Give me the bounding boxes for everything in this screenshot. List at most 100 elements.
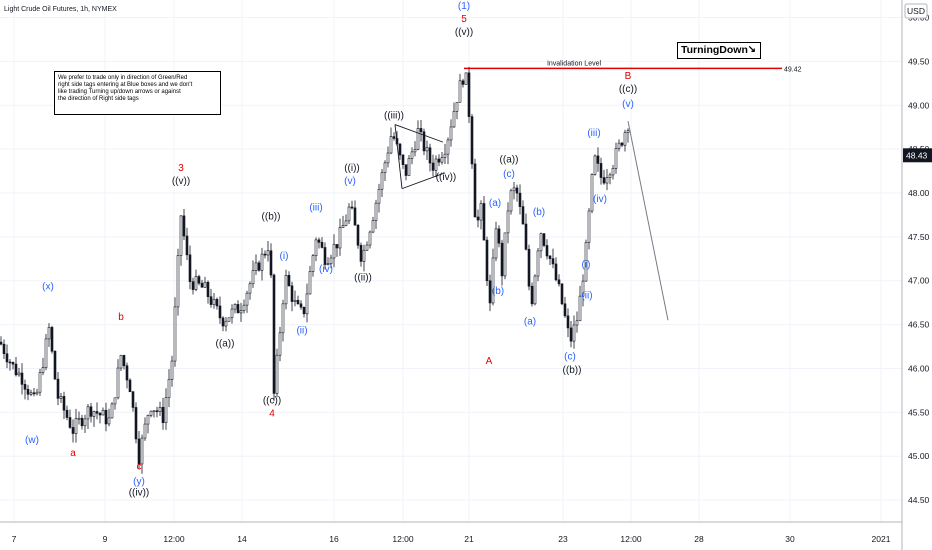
candle-body [230, 308, 234, 319]
x-tick-label: 14 [237, 534, 247, 544]
note-line: the direction of Right side tags [58, 96, 139, 102]
candle-body [311, 255, 315, 272]
candle-body [392, 136, 396, 139]
wave-label: (a) [489, 198, 501, 209]
candle-body [8, 361, 12, 364]
candle-body [149, 410, 153, 416]
candle-body [290, 285, 294, 302]
candle-body [437, 158, 441, 163]
x-tick-label: 12:00 [392, 534, 414, 544]
wave-label: (a) [524, 317, 536, 328]
candle-body [65, 409, 69, 418]
x-tick-label: 28 [694, 534, 704, 544]
candle-body [164, 397, 168, 424]
candle-body [5, 353, 9, 363]
candle-body [224, 320, 228, 327]
candle-body [494, 228, 498, 259]
candle-body [206, 281, 210, 297]
candle-body [107, 417, 111, 425]
x-tick-label: 12:00 [163, 534, 185, 544]
candle-body [551, 258, 555, 265]
currency-box[interactable] [904, 3, 928, 19]
candle-body [305, 293, 309, 315]
candle-body [518, 192, 522, 207]
triangle-upper-line [394, 124, 444, 143]
wave-label: (iii) [309, 203, 322, 214]
wave-label: (c) [564, 352, 576, 363]
candle-body [104, 409, 108, 425]
currency-label: USD [907, 6, 925, 16]
candle-body [593, 155, 597, 175]
candle-body [344, 220, 348, 226]
candle-body [596, 155, 600, 164]
wave-label: ((c)) [263, 396, 281, 407]
candle-body [95, 411, 99, 414]
candle-body [407, 158, 411, 176]
candle-body [521, 206, 525, 225]
wave-label: (iv) [319, 264, 333, 275]
candle-body [35, 391, 39, 395]
wave-label: (1) [458, 1, 470, 12]
wave-label: ((iii)) [384, 110, 404, 121]
candle-body [239, 310, 243, 314]
x-tick-label: 9 [103, 534, 108, 544]
candle-body [506, 210, 510, 234]
candle-body [515, 187, 519, 194]
candle-body [113, 397, 117, 405]
last-price-label: 48.43 [906, 150, 928, 160]
candle-body [122, 355, 126, 367]
candle-body [488, 280, 492, 304]
candle-body [266, 250, 270, 256]
price-axis[interactable]: 50.0049.5049.0048.5048.0047.5047.0046.50… [901, 0, 932, 550]
candle-body [92, 411, 96, 417]
candle-body [365, 244, 369, 251]
candle-body [545, 245, 549, 257]
candle-body [443, 153, 447, 158]
y-tick-label: 45.00 [908, 451, 930, 461]
x-tick-label: 2021 [872, 534, 891, 544]
candle-body [554, 263, 558, 281]
candle-body [260, 253, 264, 271]
candle-body [440, 157, 444, 163]
candle-body [332, 244, 336, 259]
time-axis[interactable]: 7 9 12:00 14 16 12:00 21 23 12:00 28 30 2021 [0, 521, 902, 544]
candle-body [482, 203, 486, 241]
triangle-left-line [394, 124, 403, 189]
candle-body [137, 438, 141, 465]
y-tick-label: 46.00 [908, 363, 930, 373]
candle-body [227, 317, 231, 322]
x-tick-label: 7 [12, 534, 17, 544]
candle-body [80, 417, 84, 427]
candle-body [188, 254, 192, 282]
candle-body [581, 280, 585, 297]
wave-label: (i) [280, 251, 289, 262]
candle-body [335, 244, 339, 249]
wave-label: c [137, 461, 142, 472]
candle-body [575, 320, 579, 326]
candle-body [539, 233, 543, 252]
candle-body [461, 80, 465, 85]
candle-body [236, 304, 240, 314]
last-price-box [903, 148, 932, 163]
candle-body [17, 372, 21, 376]
candle-body [221, 317, 225, 327]
candle-body [71, 427, 75, 434]
candle-body [587, 210, 591, 243]
candle-body [323, 247, 327, 265]
candle-body [530, 285, 534, 305]
y-tick-label: 47.00 [908, 276, 930, 286]
candle-body [134, 407, 138, 440]
projection-line[interactable] [627, 120, 669, 321]
candle-body [173, 306, 177, 362]
candle-body [584, 242, 588, 282]
candle-body [242, 304, 246, 311]
candle-body [611, 168, 615, 176]
candle-body [536, 250, 540, 277]
candle-body [155, 410, 159, 413]
candle-body [431, 162, 435, 171]
candle-body [83, 418, 87, 427]
candle-body [203, 281, 207, 288]
candle-body [110, 403, 114, 419]
candle-body [116, 367, 120, 399]
